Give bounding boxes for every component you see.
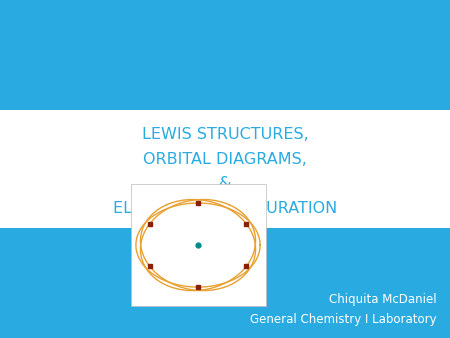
Text: ELECTRON CONFIGURATION: ELECTRON CONFIGURATION (113, 201, 337, 216)
Text: Chiquita McDaniel: Chiquita McDaniel (329, 293, 436, 306)
Text: &: & (219, 176, 231, 191)
Text: LEWIS STRUCTURES,: LEWIS STRUCTURES, (142, 127, 308, 142)
Text: ORBITAL DIAGRAMS,: ORBITAL DIAGRAMS, (143, 152, 307, 167)
Bar (0, 110, 450, 228)
Text: General Chemistry I Laboratory: General Chemistry I Laboratory (250, 313, 436, 326)
Bar (130, 184, 266, 306)
